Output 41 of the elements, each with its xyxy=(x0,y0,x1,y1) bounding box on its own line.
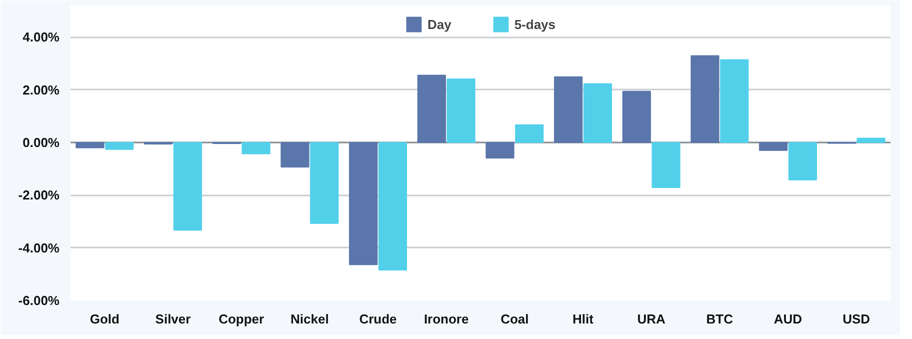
y-tick-label: 4.00% xyxy=(22,30,60,45)
y-tick-label: -4.00% xyxy=(18,240,60,256)
legend-label: Day xyxy=(427,16,452,32)
bar xyxy=(173,142,202,231)
y-tick-label: -2.00% xyxy=(18,188,60,203)
bar xyxy=(720,59,749,143)
x-tick-label: Gold xyxy=(90,312,120,326)
legend-label: 5-days xyxy=(514,16,556,32)
bar xyxy=(856,138,886,143)
x-tick-label: AUD xyxy=(774,312,802,326)
bar xyxy=(105,142,134,150)
bar xyxy=(759,142,788,151)
x-tick-label: BTC xyxy=(706,312,734,326)
bar xyxy=(788,142,817,180)
y-tick-label: 2.00% xyxy=(22,82,60,98)
x-tick-label: Crude xyxy=(359,312,397,326)
bar xyxy=(690,55,720,143)
bar xyxy=(515,124,544,143)
bar xyxy=(76,142,104,148)
y-tick-label: -6.00% xyxy=(18,293,60,308)
bar xyxy=(310,142,339,224)
bar xyxy=(378,142,407,270)
bar xyxy=(349,142,378,266)
x-tick-label: USD xyxy=(842,312,870,326)
x-tick-label: URA xyxy=(637,312,666,326)
x-tick-label: Copper xyxy=(218,312,264,326)
bar xyxy=(280,142,310,168)
y-tick-label: 0.00% xyxy=(22,134,60,150)
bar xyxy=(652,142,680,188)
bar xyxy=(486,142,514,159)
bar xyxy=(583,83,612,143)
bar xyxy=(622,90,651,143)
x-tick-label: Nickel xyxy=(290,312,329,326)
bar xyxy=(417,74,446,143)
x-tick-label: Silver xyxy=(155,312,191,326)
x-tick-label: Hlit xyxy=(572,312,594,326)
bar xyxy=(242,142,270,154)
x-tick-label: Coal xyxy=(500,312,529,326)
bar xyxy=(446,78,476,143)
x-tick-label: Ironore xyxy=(424,312,469,326)
bar xyxy=(554,76,583,143)
